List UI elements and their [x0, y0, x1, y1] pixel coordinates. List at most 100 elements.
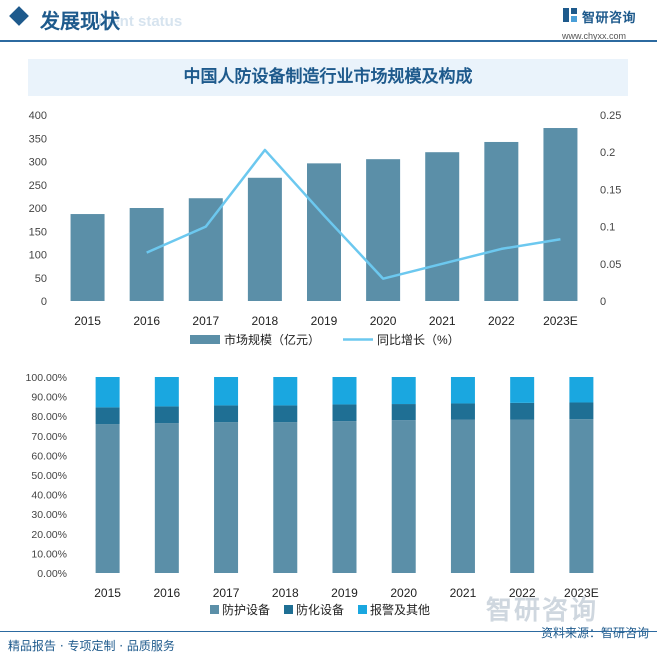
bar-segment-chemical [95, 407, 120, 425]
bar-market-size [129, 208, 164, 301]
x-tick-label: 2021 [429, 314, 456, 328]
x-tick-label: 2022 [509, 586, 536, 600]
legend-swatch [284, 605, 293, 614]
bar-segment-chemical [510, 402, 535, 420]
bar-segment-alarm-other [450, 377, 475, 404]
bar-segment-chemical [332, 404, 357, 422]
bar-segment-alarm-other [332, 377, 357, 405]
bar-market-size [543, 128, 578, 301]
bar-segment-chemical [391, 404, 416, 421]
bar-segment-alarm-other [569, 377, 594, 403]
x-tick-label: 2023E [564, 586, 599, 600]
y-right-tick-label: 0 [600, 296, 606, 308]
y-left-tick-label: 250 [29, 180, 47, 192]
x-tick-label: 2017 [192, 314, 219, 328]
bar-segment-chemical [154, 406, 179, 424]
brand-logo-url: www.chyxx.com [562, 31, 627, 41]
market-size-chart: 0 50 100 150 200 250 300 350 400 0 0.05 0.1 0.15 0.2 0… [29, 110, 622, 347]
bar-market-size [247, 177, 282, 301]
bar-segment-alarm-other [95, 377, 120, 408]
bar-market-size [484, 141, 519, 301]
y-left-tick-label: 0 [41, 296, 47, 308]
x-tick-label: 2016 [153, 586, 180, 600]
legend-swatch [358, 605, 367, 614]
bar-market-size [188, 198, 223, 301]
bar-segment-protective [273, 422, 298, 573]
x-tick-label: 2015 [74, 314, 101, 328]
footer-slogan: 精品报告 · 专项定制 · 品质服务 [8, 639, 175, 653]
bar-market-size [70, 214, 105, 301]
brand-logo-name: 智研咨询 [582, 11, 637, 26]
legend-label-bar: 市场规模（亿元） [224, 332, 320, 347]
x-tick-label: 2021 [450, 586, 477, 600]
chart-title: 中国人防设备制造行业市场规模及构成 [183, 67, 473, 87]
x-tick-label: 2017 [213, 586, 240, 600]
legend-label: 防化设备 [296, 602, 344, 617]
bar-segment-protective [154, 423, 179, 573]
legend-label: 报警及其他 [370, 602, 430, 617]
y-tick-label: 20.00% [31, 529, 67, 541]
header-divider [0, 40, 657, 42]
x-tick-label: 2022 [488, 314, 515, 328]
x-tick-label: 2016 [133, 314, 160, 328]
bar-segment-protective [391, 420, 416, 573]
y-tick-label: 0.00% [37, 568, 67, 580]
bar-market-size [425, 152, 460, 301]
legend-label: 防护设备 [222, 602, 270, 617]
y-tick-label: 50.00% [31, 470, 67, 482]
y-right-tick-label: 0.2 [600, 147, 615, 159]
bar-segment-chemical [273, 405, 298, 423]
line-growth-rate [146, 148, 561, 280]
x-tick-label: 2019 [331, 586, 358, 600]
composition-chart: 0.00% 10.00% 20.00% 30.00% 40.00% 50.00% 60.00… [26, 372, 599, 617]
y-right-tick-label: 0.25 [600, 110, 621, 122]
y-tick-label: 40.00% [31, 490, 67, 502]
legend-label-line: 同比增长（%） [377, 333, 460, 347]
y-tick-label: 60.00% [31, 450, 67, 462]
bar-segment-protective [510, 419, 535, 573]
y-right-tick-label: 0.05 [600, 259, 621, 271]
bar-segment-alarm-other [510, 377, 535, 403]
bar-segment-protective [332, 421, 357, 573]
chart-title-banner: 中国人防设备制造行业市场规模及构成 [28, 59, 628, 96]
y-left-tick-label: 350 [29, 133, 47, 145]
x-tick-label: 2023E [543, 314, 578, 328]
bar-segment-protective [569, 419, 594, 573]
y-tick-label: 90.00% [31, 392, 67, 404]
x-tick-label: 2020 [370, 314, 397, 328]
y-tick-label: 10.00% [31, 548, 67, 560]
bar-segment-chemical [569, 402, 594, 420]
bar-segment-protective [450, 419, 475, 573]
x-tick-label: 2020 [390, 586, 417, 600]
header: ment status 发展现状 智研咨询 www.chyxx.com [0, 0, 657, 44]
x-tick-label: 2015 [94, 586, 121, 600]
x-tick-label: 2018 [252, 314, 279, 328]
bar-segment-chemical [450, 403, 475, 420]
bar-segment-alarm-other [273, 377, 298, 406]
y-tick-label: 80.00% [31, 411, 67, 423]
y-left-tick-label: 150 [29, 226, 47, 238]
y-left-tick-label: 50 [35, 273, 47, 285]
legend-swatch [210, 605, 219, 614]
x-tick-label: 2019 [311, 314, 338, 328]
y-tick-label: 30.00% [31, 509, 67, 521]
section-title: 发展现状 [40, 9, 120, 33]
bar-market-size [307, 163, 341, 301]
y-left-tick-label: 200 [29, 203, 47, 215]
y-right-tick-label: 0.15 [600, 184, 621, 196]
y-left-tick-label: 300 [29, 157, 47, 169]
bar-segment-chemical [214, 405, 239, 423]
y-tick-label: 70.00% [31, 431, 67, 443]
y-left-tick-label: 400 [29, 110, 47, 122]
diamond-icon [9, 6, 29, 26]
source-note: 资料来源：智研咨询 [540, 626, 649, 640]
section-subtitle: ment status [98, 13, 183, 30]
y-left-tick-label: 100 [29, 250, 47, 262]
bar-segment-alarm-other [214, 377, 239, 406]
brand-logo: 智研咨询 www.chyxx.com [562, 6, 652, 44]
x-tick-label: 2018 [272, 586, 299, 600]
bar-segment-protective [214, 422, 239, 573]
bar-segment-protective [95, 424, 120, 573]
y-right-tick-label: 0.1 [600, 222, 615, 234]
legend-swatch-bar [190, 335, 220, 344]
